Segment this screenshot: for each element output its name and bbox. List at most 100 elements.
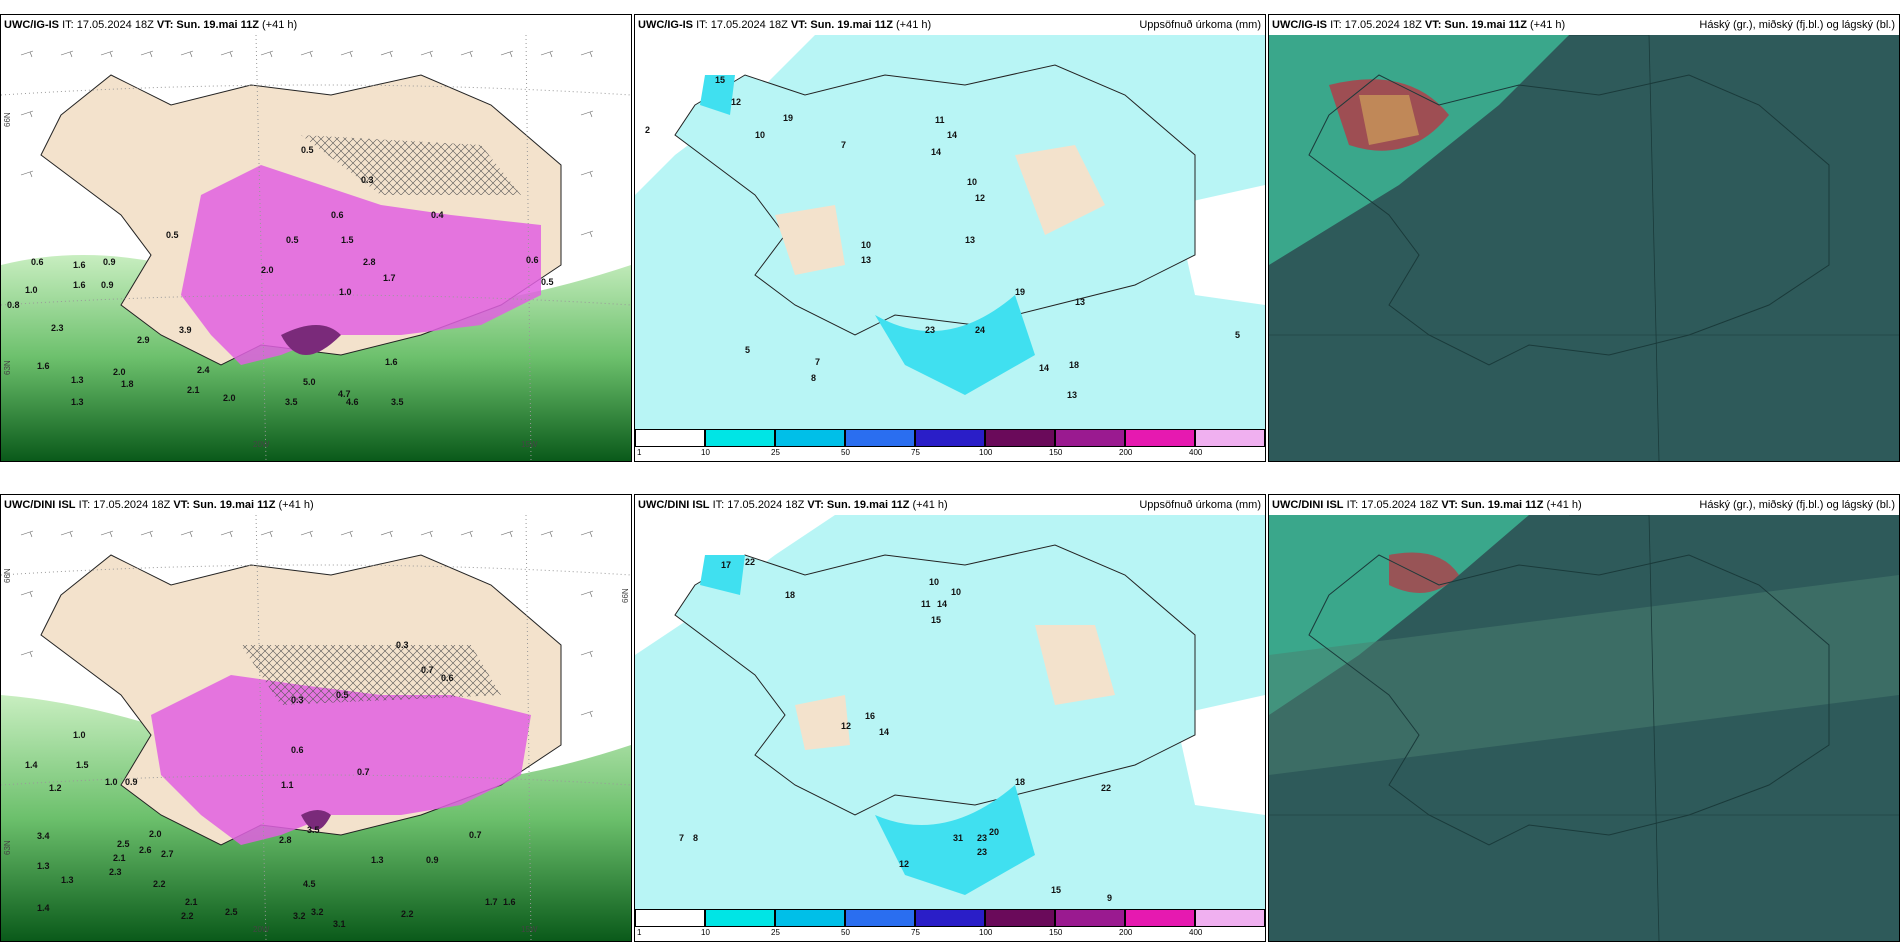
wind-value: 0.6 [331,210,344,220]
dry-land-patch [775,205,845,275]
colorbar-label: 75 [911,448,920,457]
wind-value: 3.9 [179,325,192,335]
wind-value: 1.6 [73,260,86,270]
precip-cyan-area [700,555,745,595]
lead-time: (+41 h) [278,499,314,511]
wind-value: 1.3 [71,397,84,407]
wind-value: 0.3 [291,695,304,705]
model-name: UWC/DINI ISL [1272,499,1344,511]
wind-value: 2.0 [113,367,126,377]
precip-value: 23 [977,847,988,857]
cloud-field-yellow [1359,95,1419,145]
colorbar-cell [705,909,775,927]
lon-label-15w: 15W [521,440,538,449]
wind-value: 0.9 [426,855,439,865]
map-graphic [1269,515,1899,941]
graticule [1,515,631,941]
wind-value: 1.5 [76,760,89,770]
precip-value: 20 [989,827,1000,837]
wind-value: 3.1 [333,919,346,929]
wind-value: 0.8 [7,300,20,310]
panel-header: UWC/IG-IS IT: 17.05.2024 18Z VT: Sun. 19… [1269,15,1899,35]
map-graphic [635,515,1265,909]
wind-value: 2.0 [261,265,274,275]
colorbar-label: 50 [841,448,850,457]
wind-value: 2.8 [363,257,376,267]
precip-value: 15 [1051,885,1062,895]
precip-value: 5 [1235,330,1241,340]
precip-value: 15 [931,615,942,625]
wind-value: 3.2 [311,907,324,917]
panel-header: UWC/DINI ISL IT: 17.05.2024 18Z VT: Sun.… [635,495,1265,515]
precip-value: 14 [947,130,958,140]
colorbar-label: 150 [1049,928,1063,937]
precip-value: 10 [755,130,766,140]
precip-value: 23 [925,325,936,335]
wind-value: 3.5 [391,397,404,407]
colorbar-label: 400 [1189,448,1203,457]
wind-value: 0.7 [469,830,482,840]
lat-label-66: 66N [3,112,12,127]
wind-precip-map: 66N 63N 20W 15W 0.5 0.6 0.5 0.3 0.4 0.6 … [1,35,631,461]
valid-time: VT: Sun. 19.mai 11Z [156,19,259,31]
precip-value: 23 [977,833,988,843]
lat-label-66: 66N [3,568,12,583]
precip-map-panel-bottom: UWC/DINI ISL IT: 17.05.2024 18Z VT: Sun.… [634,494,1266,942]
model-name: UWC/IG-IS [4,19,59,31]
cloud-field-red [1329,79,1449,151]
precip-value: 10 [929,577,940,587]
wind-value: 3.2 [293,911,306,921]
precip-value: 12 [975,193,986,203]
wind-value: 1.3 [61,875,74,885]
precip-area [181,165,541,365]
wind-value: 0.6 [291,745,304,755]
precip-value: 19 [1015,287,1026,297]
colorbar-label: 200 [1119,448,1133,457]
model-name: UWC/IG-IS [638,19,693,31]
lead-time: (+41 h) [896,19,932,31]
wind-map-panel-top: UWC/IG-IS IT: 17.05.2024 18Z VT: Sun. 19… [0,14,632,462]
colorbar-label: 1 [637,448,642,457]
wind-value: 2.1 [185,897,198,907]
wind-value: 0.9 [101,280,114,290]
colorbar-label: 75 [911,928,920,937]
precip-value: 8 [811,373,817,383]
wind-value: 2.2 [153,879,166,889]
wind-value: 1.7 [485,897,498,907]
precip-colorbar: 1 10 25 50 75 100 150 200 400 [635,429,1265,461]
precip-value: 13 [1067,390,1078,400]
dry-land-patch [795,695,850,750]
precip-value: 10 [967,177,978,187]
lead-time: (+41 h) [262,19,298,31]
wind-barbs [20,530,594,718]
precip-value: 11 [921,599,931,609]
precip-value: 8 [693,833,699,843]
colorbar-label: 10 [701,928,710,937]
init-time: IT: 17.05.2024 18Z [1346,499,1439,511]
colorbar-label: 25 [771,448,780,457]
init-time: IT: 17.05.2024 18Z [62,19,154,31]
wind-value: 0.7 [357,767,370,777]
cloud-field-red [1389,552,1459,593]
wind-value: 0.6 [31,257,44,267]
precip-title: Uppsöfnuð úrkoma (mm) [1139,19,1261,31]
valid-time: VT: Sun. 19.mai 11Z [1424,19,1527,31]
wind-value: 1.1 [281,780,294,790]
precip-map: 17 22 18 10 15 11 14 10 16 14 12 18 22 3… [635,515,1265,909]
colorbar-cell [915,429,985,447]
precip-value: 17 [721,560,732,570]
colorbar-cell [705,429,775,447]
precip-value: 14 [931,147,942,157]
colorbar-cell [1055,909,1125,927]
wind-value: 1.6 [37,361,50,371]
precip-value: 14 [1039,363,1050,373]
model-name: UWC/IG-IS [1272,19,1327,31]
wind-value: 3.5 [285,397,298,407]
wind-value: 1.4 [37,903,50,913]
cloud-map-panel-bottom: UWC/DINI ISL IT: 17.05.2024 18Z VT: Sun.… [1268,494,1900,942]
map-graphic [1269,35,1899,461]
precip-value: 5 [745,345,751,355]
wind-value: 0.3 [396,640,409,650]
precip-value: 13 [965,235,976,245]
map-graphic [1,515,631,941]
